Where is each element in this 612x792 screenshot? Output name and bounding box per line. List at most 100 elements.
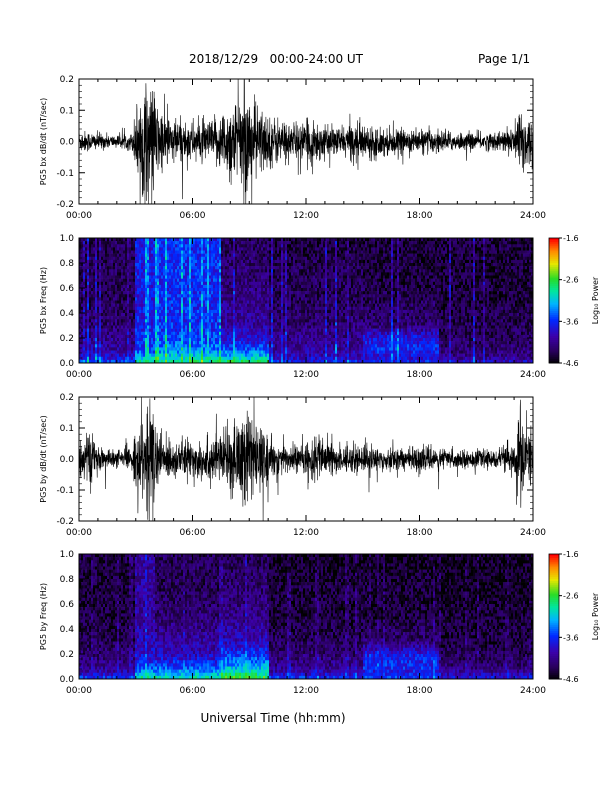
heatmap-cell (301, 325, 304, 329)
heatmap-cell (291, 238, 294, 242)
heatmap-cell (313, 247, 316, 251)
heatmap-cell (311, 253, 314, 258)
heatmap-cell (247, 300, 250, 304)
heatmap-cell (233, 269, 236, 273)
heatmap-cell (245, 306, 248, 311)
heatmap-cell (195, 303, 198, 308)
heatmap-cell (159, 316, 162, 320)
heatmap-cell (137, 350, 140, 354)
heatmap-cell (101, 338, 104, 342)
heatmap-cell (111, 278, 114, 283)
heatmap-cell (157, 313, 160, 317)
heatmap-cell (123, 244, 126, 248)
heatmap-cell (111, 253, 114, 258)
heatmap-cell (167, 247, 170, 251)
heatmap-cell (281, 303, 284, 308)
heatmap-cell (181, 350, 184, 354)
heatmap-cell (279, 238, 282, 242)
heatmap-cell (87, 284, 90, 289)
heatmap-cell (121, 316, 124, 320)
heatmap-cell (269, 241, 272, 245)
heatmap-cell (111, 347, 114, 351)
heatmap-cell (225, 288, 228, 292)
heatmap-cell (149, 353, 152, 358)
heatmap-cell (181, 294, 184, 298)
heatmap-cell (285, 359, 288, 364)
heatmap-cell (165, 241, 168, 245)
heatmap-cell (159, 294, 162, 298)
heatmap-cell (89, 256, 92, 261)
heatmap-cell (151, 334, 154, 339)
heatmap-cell (299, 334, 302, 339)
heatmap-cell (171, 275, 174, 279)
heatmap-cell (101, 259, 104, 264)
heatmap-cell (281, 266, 284, 270)
heatmap-cell (259, 278, 262, 283)
heatmap-cell (221, 253, 224, 258)
heatmap-cell (265, 353, 268, 358)
heatmap-cell (169, 300, 172, 304)
heatmap-cell (189, 331, 192, 336)
heatmap-cell (95, 303, 98, 308)
heatmap-cell (177, 247, 180, 251)
heatmap-cell (317, 313, 320, 317)
heatmap-cell (185, 241, 188, 245)
heatmap-cell (279, 281, 282, 286)
heatmap-cell (157, 309, 160, 314)
heatmap-cell (269, 291, 272, 295)
heatmap-cell (131, 313, 134, 317)
heatmap-cell (323, 238, 326, 242)
heatmap-cell (243, 244, 246, 248)
heatmap-cell (251, 297, 254, 301)
heatmap-cell (177, 256, 180, 261)
heatmap-cell (171, 247, 174, 251)
heatmap-cell (105, 247, 108, 251)
heatmap-cell (283, 250, 286, 254)
heatmap-cell (151, 288, 154, 292)
heatmap-cell (105, 241, 108, 245)
heatmap-cell (219, 359, 222, 364)
heatmap-cell (241, 241, 244, 245)
heatmap-cell (115, 256, 118, 261)
heatmap-cell (289, 247, 292, 251)
heatmap-cell (279, 353, 282, 358)
heatmap-cell (295, 334, 298, 339)
heatmap-cell (119, 325, 122, 329)
heatmap-cell (145, 347, 148, 351)
heatmap-cell (147, 297, 150, 301)
heatmap-cell (119, 247, 122, 251)
heatmap-cell (321, 256, 324, 261)
heatmap-cell (193, 241, 196, 245)
heatmap-cell (231, 350, 234, 354)
heatmap-cell (167, 266, 170, 270)
heatmap-cell (141, 316, 144, 320)
heatmap-cell (93, 300, 96, 304)
heatmap-cell (211, 306, 214, 311)
heatmap-cell (283, 278, 286, 283)
heatmap-cell (129, 306, 132, 311)
heatmap-cell (299, 250, 302, 254)
heatmap-cell (263, 344, 266, 348)
heatmap-cell (95, 250, 98, 254)
heatmap-cell (211, 325, 214, 329)
heatmap-cell (297, 341, 300, 345)
heatmap-cell (227, 247, 230, 251)
heatmap-cell (177, 350, 180, 354)
heatmap-cell (161, 244, 164, 248)
heatmap-cell (265, 347, 268, 351)
heatmap-cell (259, 328, 262, 333)
heatmap-cell (265, 325, 268, 329)
heatmap-cell (285, 316, 288, 320)
heatmap-cell (87, 241, 90, 245)
heatmap-cell (229, 328, 232, 333)
heatmap-cell (115, 266, 118, 270)
heatmap-cell (195, 328, 198, 333)
heatmap-cell (195, 331, 198, 336)
heatmap-cell (145, 306, 148, 311)
heatmap-cell (275, 319, 278, 323)
heatmap-cell (269, 247, 272, 251)
heatmap-cell (203, 253, 206, 258)
heatmap-cell (123, 309, 126, 314)
heatmap-cell (209, 319, 212, 323)
heatmap-cell (133, 309, 136, 314)
